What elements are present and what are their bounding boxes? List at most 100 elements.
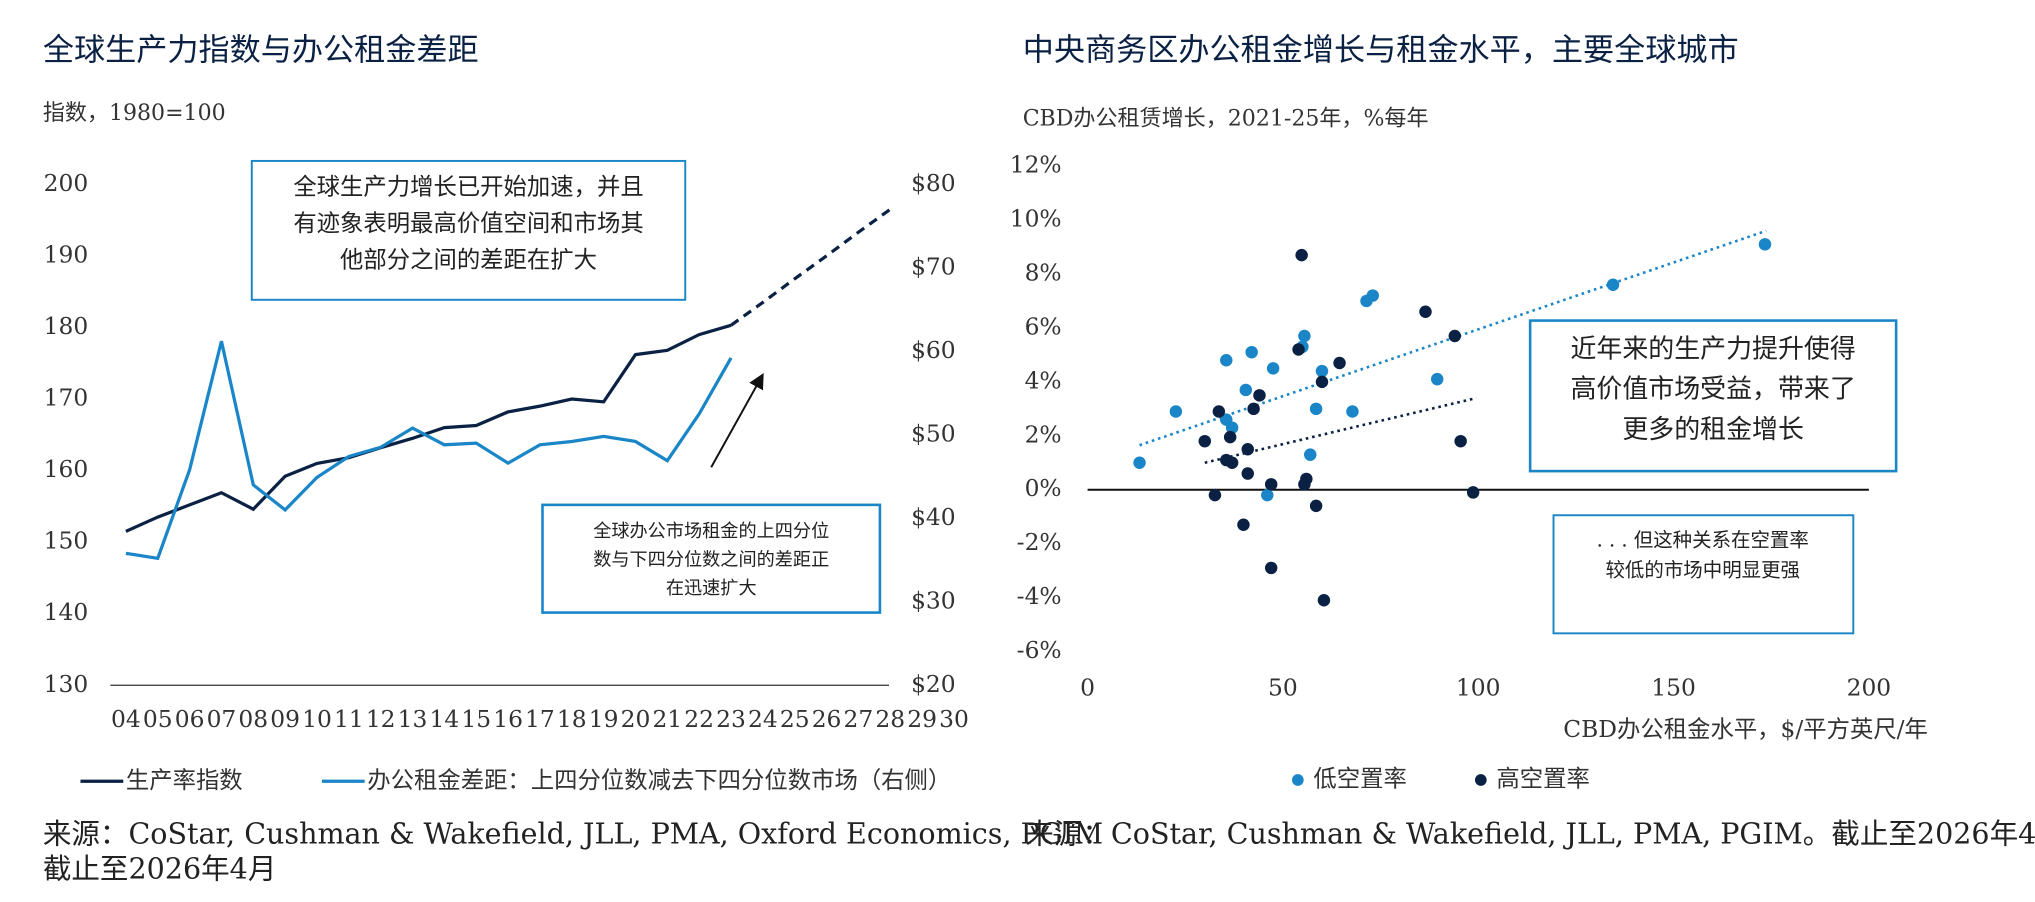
x-tick-label: 17 xyxy=(525,705,555,733)
point xyxy=(1225,456,1239,469)
point xyxy=(1264,561,1278,575)
y2-tick-label: $70 xyxy=(911,252,956,280)
annotation: 高价值市场受益，带来了 xyxy=(1570,375,1855,405)
chart-title: 中央商务区办公租金增长与租金水平，主要全球城市 xyxy=(1023,32,1739,68)
y-tick-label: -2% xyxy=(1017,528,1062,556)
subtitle: 指数，1980=100 xyxy=(43,101,226,126)
point xyxy=(1300,472,1313,486)
annotation: 有迹象表明最高价值空间和市场其 xyxy=(293,209,643,237)
y2-tick-label: $50 xyxy=(911,419,956,447)
x-tick-label: 30 xyxy=(939,705,969,733)
x-tick-label: 50 xyxy=(1268,674,1298,702)
point xyxy=(1430,372,1444,386)
x-tick-label: 05 xyxy=(143,705,173,733)
y2-tick-label: $80 xyxy=(911,169,956,197)
x-tick-label: 04 xyxy=(111,705,141,733)
source-note: 来源：CoStar, Cushman & Wakefield, JLL, PMA… xyxy=(1025,816,2035,850)
x-tick-label: 24 xyxy=(748,705,778,733)
annotation-box xyxy=(541,503,882,614)
point xyxy=(1758,238,1772,251)
series-line xyxy=(125,340,733,561)
legend-swatch xyxy=(1291,774,1304,786)
point xyxy=(1241,467,1254,480)
point xyxy=(1220,354,1233,367)
annotation: 他部分之间的差距在扩大 xyxy=(340,245,597,273)
y-tick-label: 150 xyxy=(44,527,89,555)
point xyxy=(1466,486,1480,499)
point xyxy=(1133,456,1146,469)
point xyxy=(1419,305,1432,318)
annotation-box xyxy=(1552,514,1855,635)
x-tick-label: 13 xyxy=(398,705,428,733)
annotation: 较低的市场中明显更强 xyxy=(1605,559,1800,582)
point xyxy=(1309,402,1323,416)
y2-tick-label: $40 xyxy=(911,503,956,531)
point xyxy=(1315,364,1329,378)
x-tick-label: 11 xyxy=(334,705,364,733)
annotation: 近年来的生产力提升使得 xyxy=(1570,334,1855,364)
x-tick-label: 07 xyxy=(207,705,237,733)
y-tick-label: -6% xyxy=(1017,636,1062,664)
x-tick-label: 29 xyxy=(907,705,937,733)
y2-tick-label: $60 xyxy=(911,336,956,364)
x-tick-label: 12 xyxy=(366,705,396,733)
y-axis-label: CBD办公租赁增长，2021-25年，%每年 xyxy=(1023,106,1429,131)
y-tick-label: 6% xyxy=(1025,312,1062,340)
point xyxy=(1239,383,1253,397)
annotation: 全球办公市场租金的上四分位 xyxy=(593,521,829,542)
point xyxy=(1212,405,1226,418)
y-tick-label: 140 xyxy=(44,598,89,626)
legend-label: 办公租金差距：上四分位数减去下四分位数市场（右侧） xyxy=(367,766,951,794)
point xyxy=(1253,389,1266,402)
legend-label: 生产率指数 xyxy=(126,766,243,794)
annotation: 数与下四分位数之间的差距正 xyxy=(593,550,829,571)
x-tick-label: 16 xyxy=(493,705,523,733)
series-line xyxy=(125,323,732,533)
y-tick-label: 8% xyxy=(1025,258,1062,286)
point xyxy=(1225,421,1239,434)
y-tick-label: 160 xyxy=(44,455,89,483)
y-tick-label: 200 xyxy=(44,169,89,197)
annotation-box xyxy=(250,159,687,301)
point xyxy=(1261,488,1274,502)
annotation: 更多的租金增长 xyxy=(1622,415,1804,445)
y-tick-label: 0% xyxy=(1025,474,1062,502)
x-tick-label: 19 xyxy=(589,705,619,733)
point xyxy=(1448,329,1462,343)
point xyxy=(1298,329,1311,343)
y-tick-label: 180 xyxy=(44,312,89,340)
annotation-box xyxy=(1528,319,1898,473)
y-tick-label: 4% xyxy=(1025,366,1062,394)
x-tick-label: 21 xyxy=(652,705,682,733)
annotation: 全球生产力增长已开始加速，并且 xyxy=(293,173,643,201)
series-line xyxy=(730,208,892,327)
point xyxy=(1309,499,1323,513)
x-tick-label: 100 xyxy=(1456,674,1501,702)
point xyxy=(1237,518,1250,532)
x-tick-label: 06 xyxy=(175,705,205,733)
x-tick-label: 23 xyxy=(716,705,746,733)
y2-tick-label: $30 xyxy=(911,586,956,614)
y-tick-label: 10% xyxy=(1010,205,1062,233)
point xyxy=(1198,434,1212,448)
point xyxy=(1346,405,1359,418)
x-tick-label: 0 xyxy=(1080,674,1095,702)
point xyxy=(1169,405,1183,418)
x-tick-label: 08 xyxy=(238,705,268,733)
x-tick-label: 20 xyxy=(621,705,651,733)
point xyxy=(1247,402,1260,416)
point xyxy=(1295,248,1308,262)
x-tick-label: 09 xyxy=(270,705,300,733)
x-tick-label: 18 xyxy=(557,705,587,733)
point xyxy=(1241,443,1254,456)
legend-label: 低空置率 xyxy=(1313,765,1406,793)
y-tick-label: 190 xyxy=(44,240,89,268)
annotation: 在迅速扩大 xyxy=(666,578,757,599)
x-tick-label: 10 xyxy=(302,705,332,733)
source-note: 来源：CoStar, Cushman & Wakefield, JLL, PMA… xyxy=(43,816,1103,850)
legend-label: 高空置率 xyxy=(1496,765,1589,793)
y2-tick-label: $20 xyxy=(911,670,956,698)
x-tick-label: 200 xyxy=(1847,674,1892,702)
x-tick-label: 25 xyxy=(780,705,810,733)
